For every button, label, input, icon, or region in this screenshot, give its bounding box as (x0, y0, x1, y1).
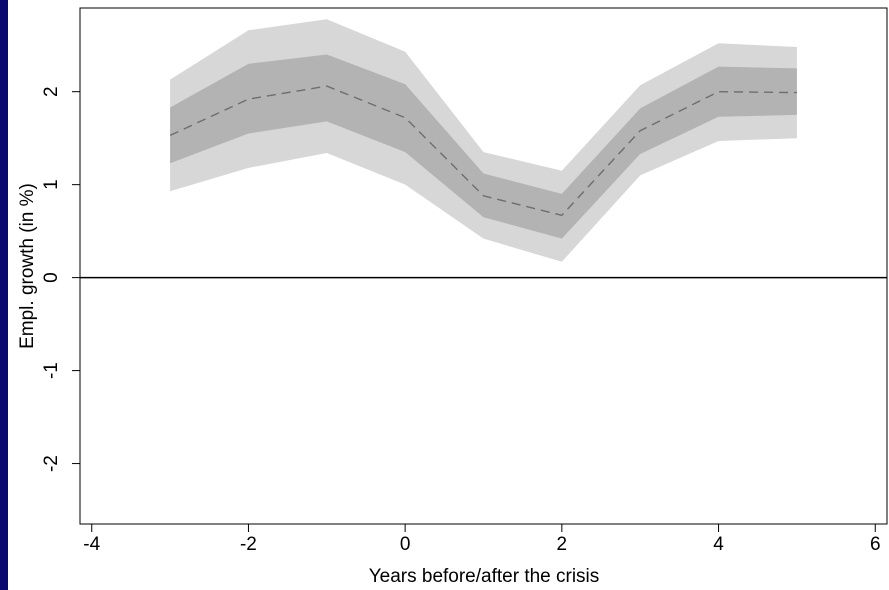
x-tick-label: -4 (83, 534, 100, 555)
x-tick-label: 6 (870, 534, 881, 555)
inner-band (170, 54, 797, 239)
x-axis: -4 -2 0 2 4 6 (83, 524, 881, 555)
x-tick-label: 0 (400, 534, 411, 555)
y-tick-label: -2 (41, 455, 62, 472)
x-tick-label: 2 (557, 534, 568, 555)
x-tick-label: -2 (240, 534, 257, 555)
x-axis-label: Years before/after the crisis (369, 566, 600, 587)
confidence-bands (170, 19, 797, 262)
y-axis-label: Empl. growth (in %) (17, 183, 38, 349)
estimate-lines (80, 85, 887, 279)
y-tick-label: -1 (41, 362, 62, 379)
y-tick-label: 2 (41, 86, 62, 97)
estimate-line (169, 85, 797, 217)
y-tick-label: 1 (41, 179, 62, 190)
y-tick-label: 0 (41, 272, 62, 283)
x-tick-label: 4 (713, 534, 724, 555)
y-axis: -2 -1 0 1 2 (41, 86, 80, 472)
